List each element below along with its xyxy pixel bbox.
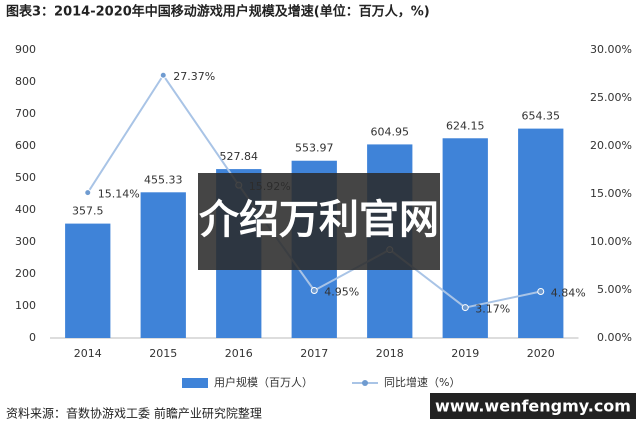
point-label: 15.14% (98, 188, 140, 201)
y2-tick-label: 10.00% (590, 235, 632, 248)
x-tick-label: 2018 (376, 347, 404, 360)
bar-value-label: 455.33 (144, 173, 183, 186)
legend-label: 同比增速（%） (384, 375, 460, 389)
y-tick-label: 200 (15, 267, 36, 280)
point-label: 4.84% (551, 287, 586, 300)
point-label: 4.95% (324, 285, 359, 298)
x-tick-label: 2015 (149, 347, 177, 360)
bar (518, 128, 564, 338)
y2-tick-label: 5.00% (597, 283, 632, 296)
bar (140, 192, 186, 338)
legend-swatch (182, 378, 208, 388)
bar-value-label: 357.5 (72, 205, 104, 218)
x-tick-label: 2016 (225, 347, 253, 360)
y2-tick-label: 30.00% (590, 43, 632, 56)
y2-tick-label: 15.00% (590, 187, 632, 200)
bar-value-label: 604.95 (371, 125, 410, 138)
site-text: www.wenfengmy.com (435, 397, 631, 416)
chart-title: 图表3：2014-2020年中国移动游戏用户规模及增速(单位：百万人，%) (6, 4, 430, 20)
y-tick-label: 300 (15, 235, 36, 248)
legend-label: 用户规模（百万人） (214, 375, 313, 389)
point-label: 3.17% (475, 303, 510, 316)
x-tick-label: 2014 (74, 347, 102, 360)
source: 资料来源：音数协游戏工委 前瞻产业研究院整理 (6, 406, 262, 421)
line-point (310, 286, 318, 294)
legend-marker (362, 380, 368, 386)
x-tick-label: 2017 (300, 347, 328, 360)
y2-tick-label: 20.00% (590, 139, 632, 152)
point-label: 27.37% (173, 70, 215, 83)
y2-tick-label: 0.00% (597, 331, 632, 344)
y-tick-label: 700 (15, 107, 36, 120)
line-point (159, 71, 167, 79)
line-point (84, 189, 92, 197)
y-tick-label: 400 (15, 203, 36, 216)
bar-value-label: 624.15 (446, 119, 485, 132)
bar-value-label: 527.84 (220, 150, 259, 163)
banner-text: 介绍万利官网 (199, 197, 439, 243)
line-point (461, 304, 469, 312)
bar-value-label: 553.97 (295, 142, 334, 155)
bar (65, 223, 111, 338)
y-tick-label: 600 (15, 139, 36, 152)
y-tick-label: 800 (15, 75, 36, 88)
y-tick-label: 500 (15, 171, 36, 184)
y2-tick-label: 25.00% (590, 91, 632, 104)
y-tick-label: 0 (29, 331, 36, 344)
bar-value-label: 654.35 (522, 110, 561, 123)
banner-bg (198, 173, 440, 270)
y-tick-label: 100 (15, 299, 36, 312)
line-point (537, 288, 545, 296)
site-bg (430, 393, 636, 419)
y-tick-label: 900 (15, 43, 36, 56)
x-tick-label: 2020 (527, 347, 555, 360)
x-tick-label: 2019 (451, 347, 479, 360)
